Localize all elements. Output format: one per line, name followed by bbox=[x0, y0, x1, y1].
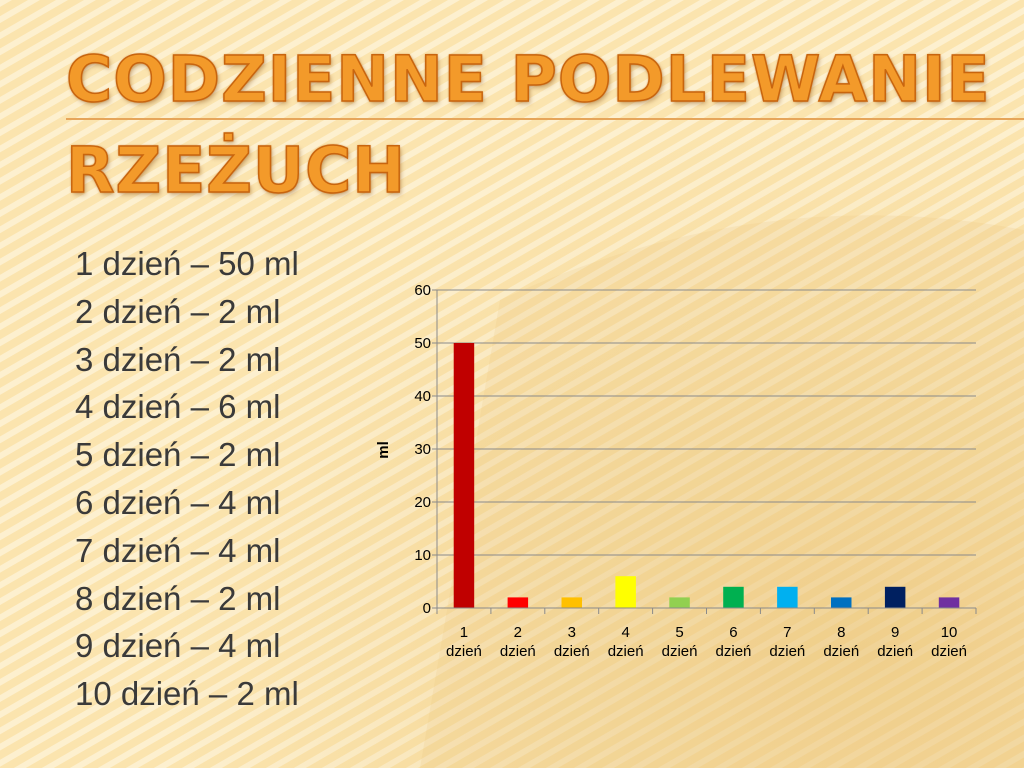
chart-bars bbox=[453, 343, 960, 608]
x-tick-label-line: dzień bbox=[931, 643, 967, 660]
x-tick-label-line: 2 bbox=[514, 624, 522, 641]
list-item: 1 dzień – 50 ml bbox=[75, 245, 299, 282]
bar bbox=[884, 586, 906, 608]
x-tick-label-line: 3 bbox=[568, 624, 576, 641]
x-tick-label: 2 dzień bbox=[500, 624, 536, 660]
x-tick-label-line: dzień bbox=[554, 643, 590, 660]
bar bbox=[507, 597, 529, 608]
x-tick-label-line: dzień bbox=[769, 643, 805, 660]
x-tick-label-line: dzień bbox=[716, 643, 752, 660]
watering-list: 1 dzień – 50 ml 2 dzień – 2 ml 3 dzień –… bbox=[75, 240, 299, 718]
bar bbox=[831, 597, 852, 608]
bar bbox=[615, 576, 636, 608]
x-tick-label: 3 dzień bbox=[554, 624, 590, 660]
list-item: 5 dzień – 2 ml bbox=[75, 436, 281, 474]
slide-title-line-1: CODZIENNE PODLEWANIE bbox=[65, 43, 991, 116]
x-tick-label-line: dzień bbox=[608, 643, 644, 660]
bar bbox=[453, 343, 475, 608]
y-axis-label: ml bbox=[375, 441, 392, 459]
slide-title-line-2: RZEŻUCH bbox=[65, 134, 407, 207]
bar bbox=[669, 597, 690, 608]
x-tick-label-line: 6 bbox=[729, 624, 737, 641]
x-tick-labels: 1 dzień 2 dzień 3 dzień 4 dzień 5 dzień 6 dzień 7 dzi… bbox=[446, 624, 967, 660]
bar bbox=[561, 597, 582, 608]
y-tick-label: 40 bbox=[414, 388, 431, 405]
list-item: 2 dzień – 2 ml bbox=[75, 292, 281, 330]
x-tick-label: 8 dzień bbox=[823, 624, 859, 660]
y-tick-label: 10 bbox=[414, 547, 431, 564]
x-tick-label-line: dzień bbox=[500, 643, 536, 660]
list-item: 4 dzień – 6 ml bbox=[75, 388, 281, 426]
x-tick-label: 9 dzień bbox=[877, 624, 913, 660]
x-tick-label: 1 dzień bbox=[446, 624, 482, 660]
x-tick-label-line: 7 bbox=[783, 624, 791, 641]
x-tick-label-line: dzień bbox=[823, 643, 859, 660]
x-tick-label-line: 10 bbox=[941, 624, 958, 641]
list-item: 9 dzień – 4 ml bbox=[75, 627, 281, 665]
y-tick-label: 30 bbox=[414, 441, 431, 458]
x-tick-label-line: 5 bbox=[675, 624, 683, 641]
x-tick-label-line: 1 bbox=[460, 624, 468, 641]
x-tick-label: 5 dzień bbox=[662, 624, 698, 660]
x-tick-label: 10 dzień bbox=[931, 624, 967, 660]
list-item: 7 dzień – 4 ml bbox=[75, 531, 281, 569]
list-item: 3 dzień – 2 ml bbox=[75, 340, 281, 378]
y-tick-labels: 0 10 20 30 40 50 60 bbox=[414, 282, 431, 617]
x-tick-label-line: dzień bbox=[446, 643, 482, 660]
y-tick-label: 0 bbox=[423, 600, 431, 617]
x-tick-label: 6 dzień bbox=[716, 624, 752, 660]
title-divider bbox=[66, 118, 1024, 120]
x-tick-label-line: 4 bbox=[621, 624, 629, 641]
bar bbox=[938, 597, 960, 608]
x-tick-label: 7 dzień bbox=[769, 624, 805, 660]
y-tick-label: 20 bbox=[414, 494, 431, 511]
x-tick-label: 4 dzień bbox=[608, 624, 644, 660]
bar bbox=[723, 586, 744, 608]
chart-gridlines bbox=[437, 289, 976, 556]
list-item: 10 dzień – 2 ml bbox=[75, 675, 299, 713]
y-tick-label: 50 bbox=[414, 335, 431, 352]
bar bbox=[777, 586, 798, 608]
bar-chart: 0 10 20 30 40 50 60 1 dzień 2 dzień 3 dzień 4 dzień 5 d… bbox=[375, 282, 977, 660]
x-tick-label-line: dzień bbox=[662, 643, 698, 660]
list-item: 6 dzień – 4 ml bbox=[75, 483, 281, 521]
x-tick-label-line: 9 bbox=[891, 624, 899, 641]
y-tick-label: 60 bbox=[414, 282, 431, 299]
x-tick-label-line: dzień bbox=[877, 643, 913, 660]
list-item: 8 dzień – 2 ml bbox=[75, 579, 281, 617]
chart-axes bbox=[432, 289, 977, 614]
x-tick-label-line: 8 bbox=[837, 624, 845, 641]
